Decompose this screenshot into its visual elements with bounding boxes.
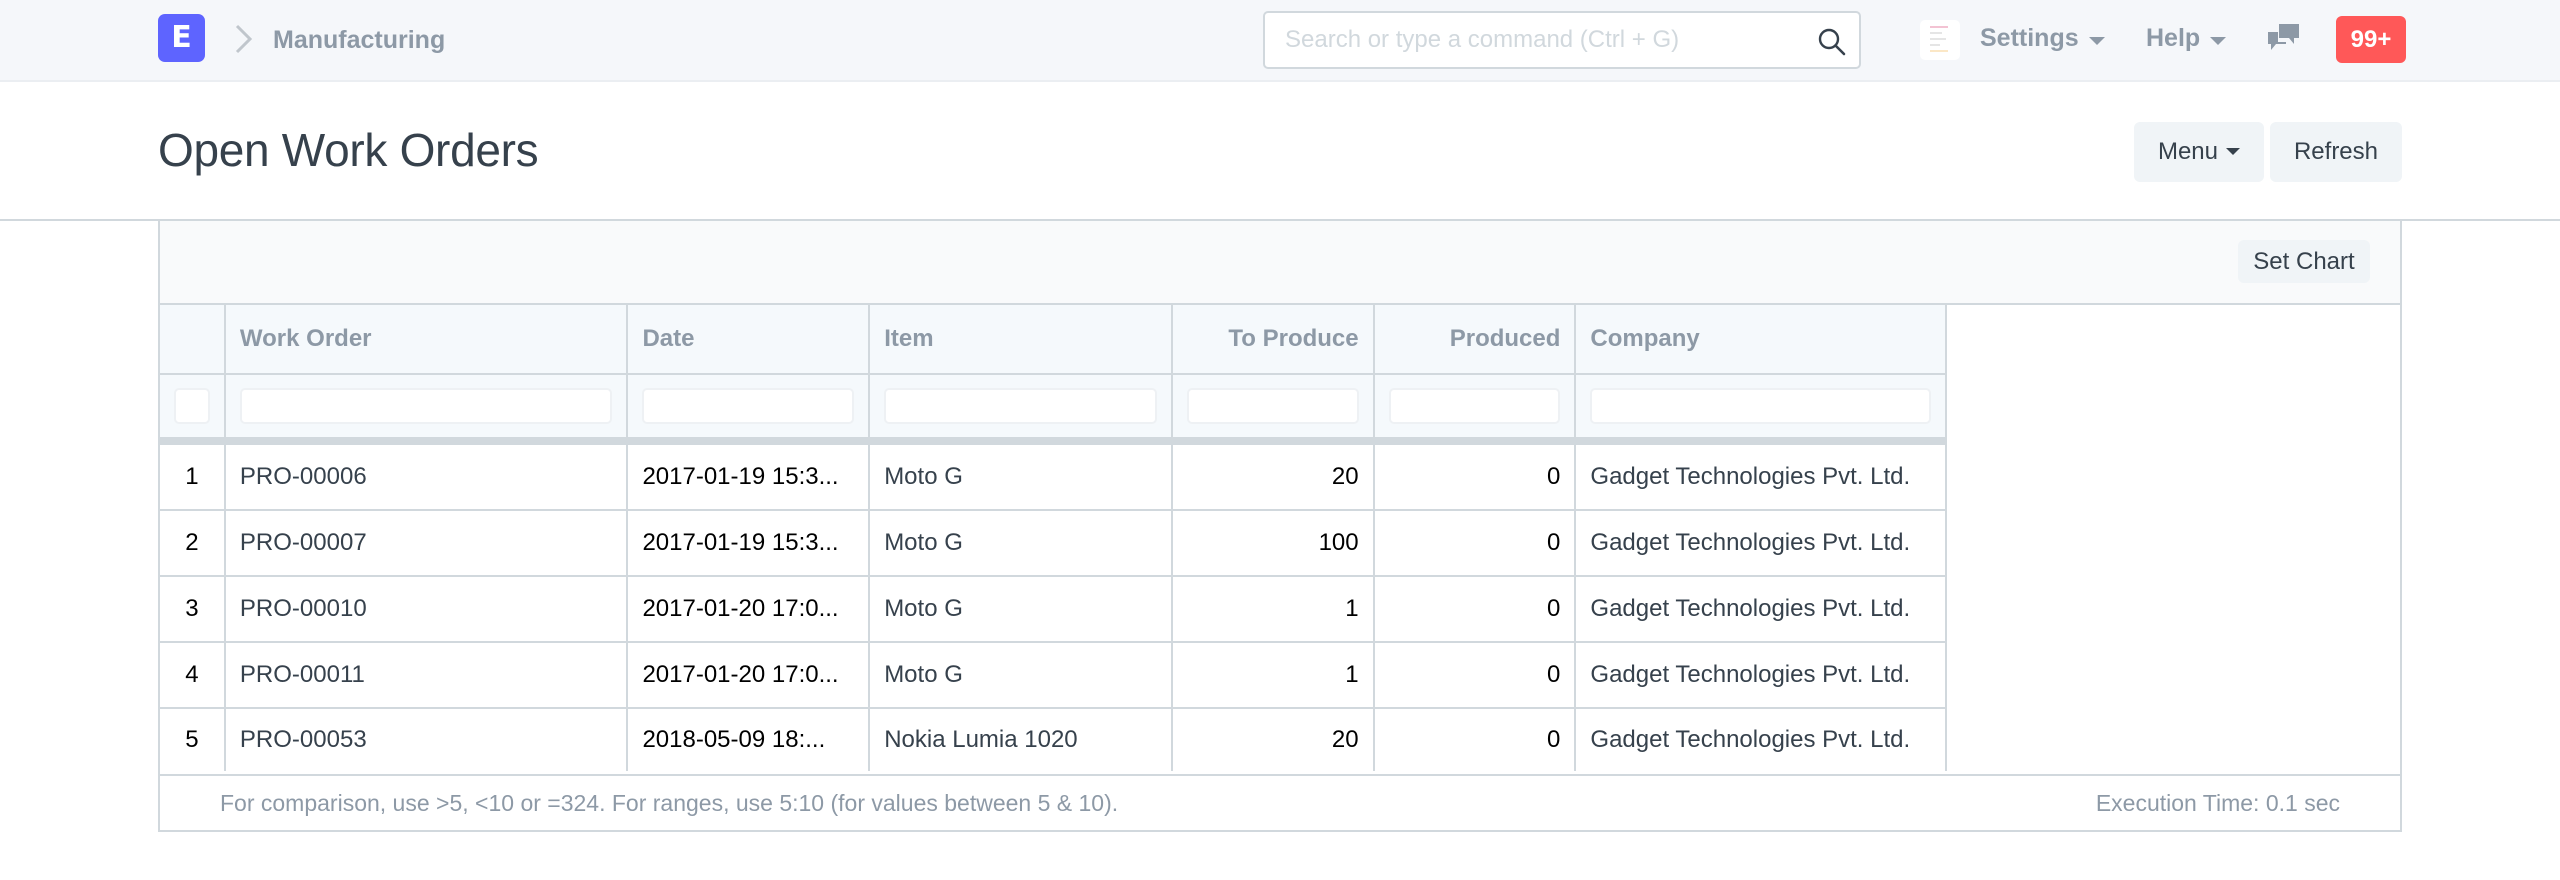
cell-work-order[interactable]: PRO-00006: [226, 445, 629, 509]
table-row[interactable]: 2 PRO-00007 2017-01-19 15:3... Moto G 10…: [160, 511, 1947, 577]
filter-cell: [870, 375, 1173, 437]
cell-date[interactable]: 2017-01-19 15:3...: [628, 511, 871, 575]
filter-cell: [160, 375, 226, 437]
cell-item[interactable]: Nokia Lumia 1020: [870, 709, 1173, 771]
cell-item[interactable]: Moto G: [870, 511, 1173, 575]
cell-company[interactable]: Gadget Technologies Pvt. Ltd.: [1590, 463, 1911, 490]
breadcrumb-manufacturing[interactable]: Manufacturing: [273, 26, 446, 54]
chat-bubbles-icon[interactable]: [2268, 24, 2300, 54]
cell-produced[interactable]: 0: [1375, 445, 1577, 509]
filter-produced[interactable]: [1388, 388, 1561, 424]
filter-item[interactable]: [884, 388, 1157, 424]
cell-produced[interactable]: 0: [1375, 511, 1577, 575]
column-header-produced[interactable]: Produced: [1375, 305, 1577, 373]
cell-date[interactable]: 2017-01-20 17:0...: [628, 577, 871, 641]
table-row[interactable]: 5 PRO-00053 2018-05-09 18:... Nokia Lumi…: [160, 709, 1947, 771]
filter-cell: [1375, 375, 1577, 437]
cell-produced[interactable]: 0: [1375, 577, 1577, 641]
row-index: 2: [160, 511, 226, 575]
cell-to-produce[interactable]: 100: [1173, 511, 1375, 575]
report-card: Set Chart Work Order Date Item To Produc…: [158, 221, 2402, 832]
help-label: Help: [2146, 24, 2201, 52]
table-row[interactable]: 3 PRO-00010 2017-01-20 17:0... Moto G 1 …: [160, 577, 1947, 643]
column-header-to-produce[interactable]: To Produce: [1173, 305, 1375, 373]
cell-work-order[interactable]: PRO-00007: [226, 511, 629, 575]
filter-cell: [226, 375, 629, 437]
cell-date[interactable]: 2017-01-19 15:3...: [628, 445, 871, 509]
filter-cell: [1173, 375, 1375, 437]
search-bar[interactable]: [1263, 11, 1861, 69]
cell-to-produce[interactable]: 20: [1173, 445, 1375, 509]
filter-cell: [628, 375, 871, 437]
row-index: 3: [160, 577, 226, 641]
execution-time: Execution Time: 0.1 sec: [2095, 790, 2340, 816]
page-head: Open Work Orders Menu Refresh: [0, 82, 2560, 221]
settings-dropdown[interactable]: Settings: [1980, 24, 2105, 53]
column-header-row-index: [160, 305, 226, 373]
cell-item[interactable]: Moto G: [870, 643, 1173, 707]
column-header-date[interactable]: Date: [628, 305, 871, 373]
menu-label: Menu: [2157, 138, 2219, 165]
menu-button[interactable]: Menu: [2134, 122, 2264, 182]
cell-company[interactable]: Gadget Technologies Pvt. Ltd.: [1590, 529, 1911, 556]
settings-label: Settings: [1980, 24, 2079, 52]
filter-company[interactable]: [1590, 388, 1931, 424]
column-header-work-order[interactable]: Work Order: [226, 305, 629, 373]
row-index: 1: [160, 445, 226, 509]
filter-to-produce[interactable]: [1186, 388, 1359, 424]
caret-down-icon: [2226, 147, 2241, 155]
cell-date[interactable]: 2017-01-20 17:0...: [628, 643, 871, 707]
cell-work-order[interactable]: PRO-00011: [226, 643, 629, 707]
refresh-button[interactable]: Refresh: [2270, 122, 2402, 182]
cell-item[interactable]: Moto G: [870, 445, 1173, 509]
table-row[interactable]: 1 PRO-00006 2017-01-19 15:3... Moto G 20…: [160, 445, 1947, 511]
search-input[interactable]: [1265, 13, 1859, 67]
chevron-right-icon: [235, 24, 253, 54]
chart-toolbar: Set Chart: [160, 221, 2400, 305]
search-icon[interactable]: [1817, 27, 1847, 57]
row-index: 4: [160, 643, 226, 707]
cell-company[interactable]: Gadget Technologies Pvt. Ltd.: [1590, 661, 1911, 688]
cell-to-produce[interactable]: 1: [1173, 643, 1375, 707]
cell-company[interactable]: Gadget Technologies Pvt. Ltd.: [1590, 595, 1911, 622]
column-header-company[interactable]: Company: [1590, 325, 1700, 352]
filter-date[interactable]: [642, 388, 855, 424]
help-dropdown[interactable]: Help: [2146, 24, 2227, 53]
navbar: E Manufacturing Settings Help 99+: [0, 0, 2560, 82]
row-index: 5: [160, 709, 226, 771]
filter-row-index[interactable]: [173, 388, 210, 424]
filter-help-text: For comparison, use >5, <10 or =324. For…: [220, 790, 1119, 816]
report-footer: For comparison, use >5, <10 or =324. For…: [160, 774, 2400, 830]
set-chart-button[interactable]: Set Chart: [2238, 240, 2370, 283]
cell-item[interactable]: Moto G: [870, 577, 1173, 641]
table-header-row: Work Order Date Item To Produce Produced…: [160, 305, 1947, 375]
cell-to-produce[interactable]: 20: [1173, 709, 1375, 771]
cell-work-order[interactable]: PRO-00010: [226, 577, 629, 641]
caret-down-icon: [2210, 36, 2227, 45]
filter-work-order[interactable]: [239, 388, 613, 424]
notifications-badge[interactable]: 99+: [2336, 16, 2406, 63]
report-datatable: Work Order Date Item To Produce Produced…: [160, 305, 1947, 771]
cell-to-produce[interactable]: 1: [1173, 577, 1375, 641]
user-avatar[interactable]: [1920, 20, 1960, 60]
cell-work-order[interactable]: PRO-00053: [226, 709, 629, 771]
cell-company[interactable]: Gadget Technologies Pvt. Ltd.: [1590, 726, 1911, 753]
cell-produced[interactable]: 0: [1375, 643, 1577, 707]
filter-cell: [1576, 375, 1945, 437]
caret-down-icon: [2088, 36, 2105, 45]
column-header-item[interactable]: Item: [870, 305, 1173, 373]
page-title: Open Work Orders: [158, 124, 539, 176]
cell-produced[interactable]: 0: [1375, 709, 1577, 771]
cell-date[interactable]: 2018-05-09 18:...: [628, 709, 871, 771]
table-row[interactable]: 4 PRO-00011 2017-01-20 17:0... Moto G 1 …: [160, 643, 1947, 709]
filter-row: [160, 375, 1947, 445]
app-logo[interactable]: E: [158, 14, 205, 62]
